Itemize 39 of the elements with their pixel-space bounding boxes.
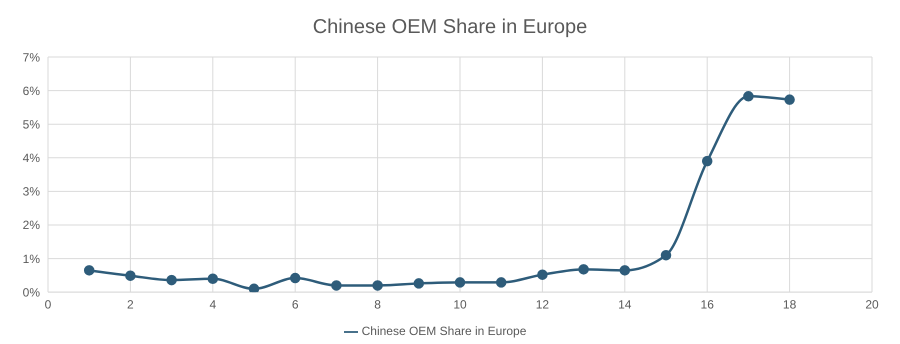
point <box>414 278 424 289</box>
point <box>620 265 630 276</box>
x-tick-label: 14 <box>618 298 632 312</box>
point <box>578 264 589 275</box>
point <box>372 280 383 291</box>
point <box>660 250 672 260</box>
point <box>248 284 260 292</box>
point <box>454 277 466 288</box>
x-tick-label: 0 <box>44 298 52 312</box>
x-tick-label: 12 <box>536 298 550 312</box>
point <box>496 277 506 288</box>
point <box>702 156 712 166</box>
x-tick-label: 4 <box>209 298 216 312</box>
point <box>537 269 548 280</box>
y-tick-label: 7% <box>22 50 40 64</box>
point <box>290 272 300 284</box>
y-tick-label: 1% <box>22 252 40 266</box>
y-tick-label: 6% <box>22 84 40 98</box>
y-tick-label: 2% <box>22 218 40 232</box>
legend-label: Chinese OEM Share in Europe <box>362 324 526 338</box>
point <box>784 94 795 105</box>
y-tick-label: 5% <box>22 117 40 132</box>
x-tick-label: 8 <box>374 298 382 312</box>
y-tick-label: 0% <box>22 285 40 300</box>
point <box>743 91 754 102</box>
x-tick-label: 20 <box>865 298 879 312</box>
point <box>166 274 177 286</box>
point <box>84 265 94 276</box>
point <box>208 273 218 284</box>
x-tick-label: 18 <box>782 298 797 312</box>
y-tick-label: 3% <box>22 184 40 199</box>
point <box>125 270 136 281</box>
point <box>331 280 342 291</box>
x-tick-label: 10 <box>453 298 467 312</box>
x-tick-label: 16 <box>700 298 714 312</box>
chart-title: Chinese OEM Share in Europe <box>312 15 588 40</box>
x-tick-label: 2 <box>127 298 134 312</box>
y-tick-label: 4% <box>22 151 40 166</box>
x-tick-label: 6 <box>292 298 299 312</box>
